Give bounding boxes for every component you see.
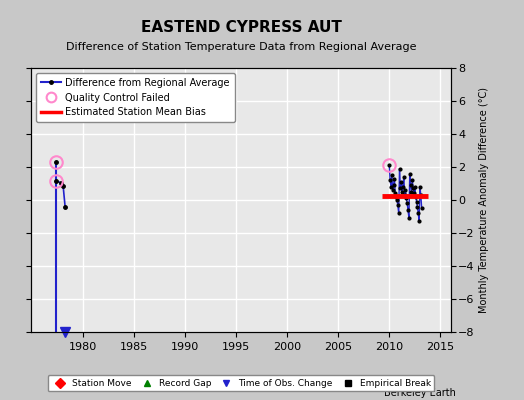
Text: Difference of Station Temperature Data from Regional Average: Difference of Station Temperature Data f… bbox=[66, 42, 416, 52]
Legend: Station Move, Record Gap, Time of Obs. Change, Empirical Break: Station Move, Record Gap, Time of Obs. C… bbox=[48, 375, 434, 392]
Legend: Difference from Regional Average, Quality Control Failed, Estimated Station Mean: Difference from Regional Average, Qualit… bbox=[36, 73, 235, 122]
Text: EASTEND CYPRESS AUT: EASTEND CYPRESS AUT bbox=[140, 20, 342, 35]
Text: Berkeley Earth: Berkeley Earth bbox=[384, 388, 456, 398]
Y-axis label: Monthly Temperature Anomaly Difference (°C): Monthly Temperature Anomaly Difference (… bbox=[479, 87, 489, 313]
